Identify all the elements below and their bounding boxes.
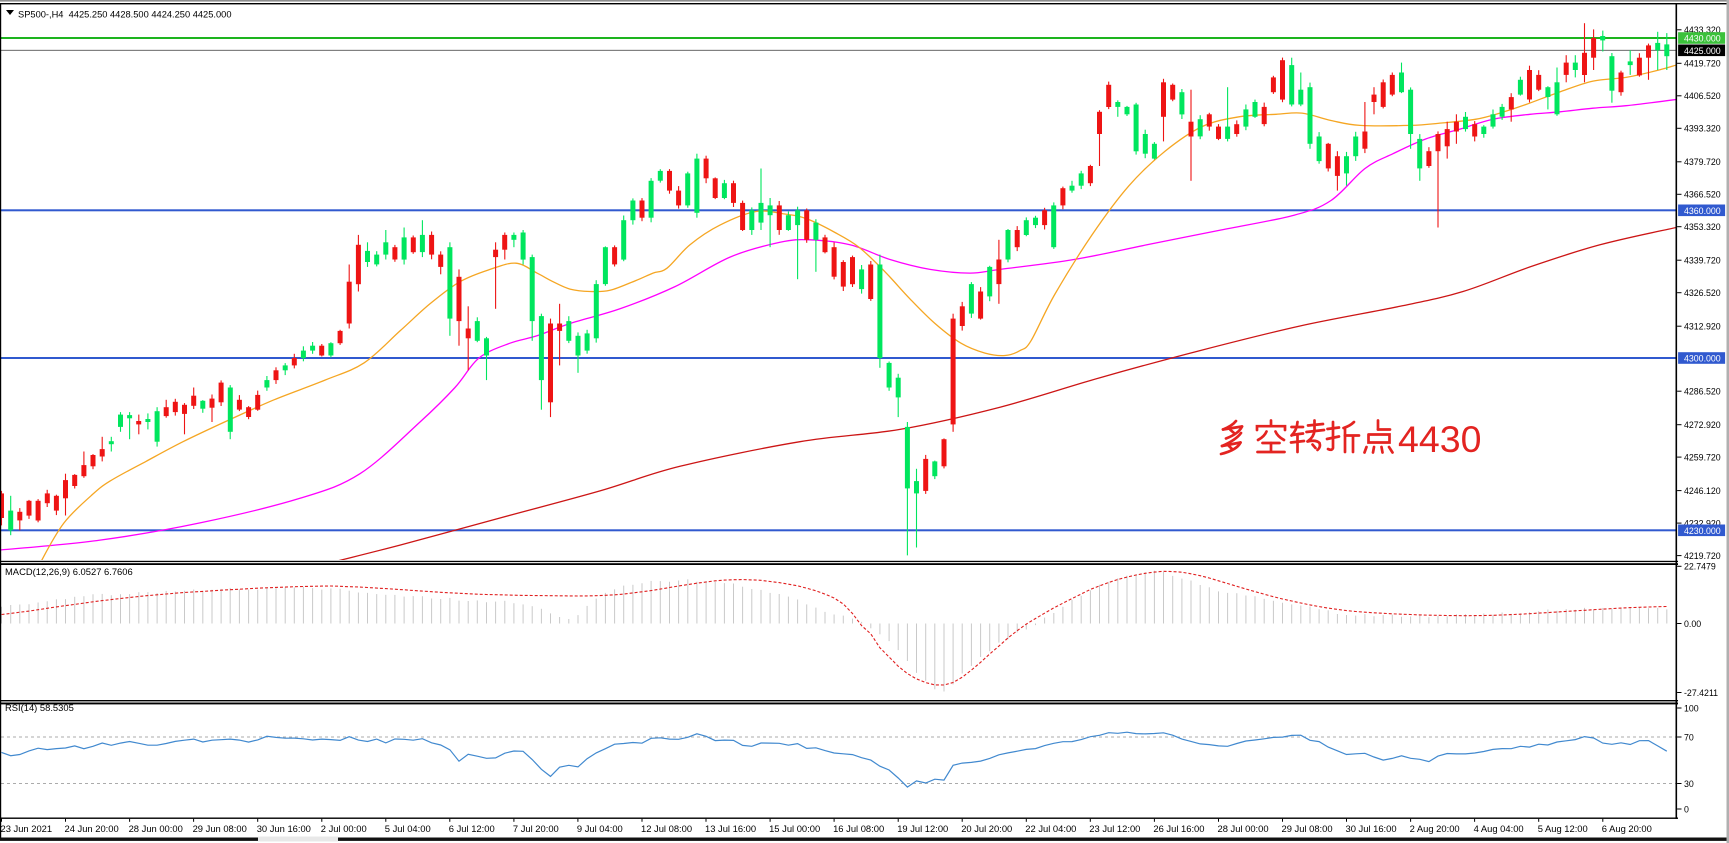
svg-text:4379.720: 4379.720 xyxy=(1684,157,1721,167)
svg-text:28 Jun 00:00: 28 Jun 00:00 xyxy=(129,823,183,834)
svg-text:0: 0 xyxy=(1684,804,1689,814)
svg-text:SP500-,H4 4425.250 4428.500 4: SP500-,H4 4425.250 4428.500 4424.250 442… xyxy=(18,10,232,20)
svg-text:26 Jul 16:00: 26 Jul 16:00 xyxy=(1153,823,1204,834)
svg-text:30 Jul 16:00: 30 Jul 16:00 xyxy=(1346,823,1397,834)
svg-text:5 Jul 04:00: 5 Jul 04:00 xyxy=(385,823,431,834)
svg-text:29 Jul 08:00: 29 Jul 08:00 xyxy=(1282,823,1333,834)
svg-text:29 Jun 08:00: 29 Jun 08:00 xyxy=(193,823,247,834)
svg-text:12 Jul 08:00: 12 Jul 08:00 xyxy=(641,823,692,834)
svg-text:4 Aug 04:00: 4 Aug 04:00 xyxy=(1474,823,1524,834)
svg-text:4219.720: 4219.720 xyxy=(1684,551,1721,561)
svg-text:4326.520: 4326.520 xyxy=(1684,288,1721,298)
svg-text:6 Aug 20:00: 6 Aug 20:00 xyxy=(1602,823,1652,834)
svg-text:2 Aug 20:00: 2 Aug 20:00 xyxy=(1410,823,1460,834)
svg-text:2 Jul 00:00: 2 Jul 00:00 xyxy=(321,823,367,834)
svg-text:4339.720: 4339.720 xyxy=(1684,256,1721,266)
svg-text:4430.000: 4430.000 xyxy=(1684,34,1721,44)
svg-text:4246.120: 4246.120 xyxy=(1684,486,1721,496)
svg-text:4366.520: 4366.520 xyxy=(1684,190,1721,200)
svg-text:23 Jul 12:00: 23 Jul 12:00 xyxy=(1089,823,1140,834)
svg-text:15 Jul 00:00: 15 Jul 00:00 xyxy=(769,823,820,834)
svg-text:4406.520: 4406.520 xyxy=(1684,91,1721,101)
svg-text:30 Jun 16:00: 30 Jun 16:00 xyxy=(257,823,311,834)
svg-text:4312.920: 4312.920 xyxy=(1684,322,1721,332)
svg-text:24 Jun 20:00: 24 Jun 20:00 xyxy=(65,823,119,834)
svg-text:70: 70 xyxy=(1684,732,1694,742)
svg-text:16 Jul 08:00: 16 Jul 08:00 xyxy=(833,823,884,834)
svg-text:4232.920: 4232.920 xyxy=(1684,519,1721,529)
svg-text:4353.320: 4353.320 xyxy=(1684,222,1721,232)
svg-text:23 Jun 2021: 23 Jun 2021 xyxy=(1,823,53,834)
svg-text:20 Jul 20:00: 20 Jul 20:00 xyxy=(961,823,1012,834)
svg-text:9 Jul 04:00: 9 Jul 04:00 xyxy=(577,823,623,834)
svg-text:4300.000: 4300.000 xyxy=(1684,354,1721,364)
svg-text:30: 30 xyxy=(1684,779,1694,789)
svg-text:4360.000: 4360.000 xyxy=(1684,206,1721,216)
svg-text:4272.920: 4272.920 xyxy=(1684,420,1721,430)
svg-text:22 Jul 04:00: 22 Jul 04:00 xyxy=(1025,823,1076,834)
svg-text:4430: 4430 xyxy=(1398,418,1481,460)
svg-text:-27.4211: -27.4211 xyxy=(1684,688,1718,698)
svg-text:5 Aug 12:00: 5 Aug 12:00 xyxy=(1538,823,1588,834)
svg-text:6 Jul 12:00: 6 Jul 12:00 xyxy=(449,823,495,834)
svg-text:4433.320: 4433.320 xyxy=(1684,25,1721,35)
svg-text:19 Jul 12:00: 19 Jul 12:00 xyxy=(897,823,948,834)
svg-text:4286.520: 4286.520 xyxy=(1684,387,1721,397)
svg-text:4425.000: 4425.000 xyxy=(1684,46,1721,56)
svg-text:0.00: 0.00 xyxy=(1684,619,1701,629)
svg-text:RSI(14) 58.5305: RSI(14) 58.5305 xyxy=(5,702,74,713)
svg-text:4393.320: 4393.320 xyxy=(1684,124,1721,134)
svg-text:28 Jul 00:00: 28 Jul 00:00 xyxy=(1218,823,1269,834)
svg-text:4259.720: 4259.720 xyxy=(1684,453,1721,463)
svg-text:MACD(12,26,9) 6.0527 6.7606: MACD(12,26,9) 6.0527 6.7606 xyxy=(5,566,133,577)
svg-text:4230.000: 4230.000 xyxy=(1684,526,1721,536)
svg-text:100: 100 xyxy=(1684,703,1699,713)
svg-text:4419.720: 4419.720 xyxy=(1684,59,1721,69)
svg-text:7 Jul 20:00: 7 Jul 20:00 xyxy=(513,823,559,834)
svg-text:22.7479: 22.7479 xyxy=(1684,562,1716,572)
svg-text:13 Jul 16:00: 13 Jul 16:00 xyxy=(705,823,756,834)
